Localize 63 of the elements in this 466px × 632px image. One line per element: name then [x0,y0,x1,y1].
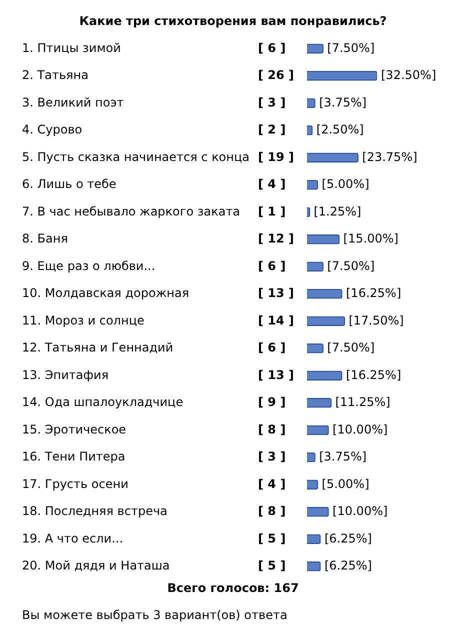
text: [ 1 ] [258,204,286,218]
y-tick-label: 15. Эротическое [22,422,126,436]
y-tick-label: 14. Ода шпалоукладчице [22,395,184,409]
y-tick-label: 4. Сурово [22,122,82,136]
text: [ 4 ] [258,476,286,491]
text: [ 8 ] [258,422,286,436]
data-label: [7.50%] [327,340,375,354]
text: [ 13 ] [258,286,294,300]
text: Всего голосов: 167 [167,581,299,596]
text: [ 3 ] [258,95,286,110]
chart-title: Какие три стихотворения вам понравились? [79,14,387,28]
data-label: [6.25%] [324,558,372,572]
text: [ 13 ] [258,368,294,382]
data-label: [2.50%] [316,122,364,136]
data-label: [23.75%] [362,150,418,164]
text: [ 8 ] [258,504,286,518]
text: [ 12 ] [258,232,294,246]
data-label: [10.00%] [332,504,388,518]
y-tick-label: 6. Лишь о тебе [22,177,116,191]
data-label: [5.00%] [322,177,370,191]
y-tick-label: 3. Великий поэт [22,95,124,110]
y-tick-label: 20. Мой дядя и Наташа [22,558,170,572]
y-tick-label: 19. А что если... [22,531,124,546]
text: [ 4 ] [258,177,286,191]
y-tick-label: 11. Мороз и солнце [22,313,144,328]
data-label: [32.50%] [381,68,436,82]
text: [ 5 ] [258,531,286,546]
text: [ 2 ] [258,122,286,136]
data-label: [6.25%] [324,531,372,546]
text: [ 9 ] [258,395,286,409]
data-label: [17.50%] [348,313,404,328]
text: [ 14 ] [258,313,294,328]
data-label: [16.25%] [346,368,402,382]
y-tick-label: 18. Последняя встреча [22,504,168,518]
text: [ 26 ] [258,68,294,82]
y-tick-label: 9. Еще раз о любви... [22,258,156,273]
text: [ 6 ] [258,40,286,55]
y-tick-label: 12. Татьяна и Геннадий [22,340,174,354]
y-tick-label: 5. Пусть сказка начинается с конца [22,150,250,164]
data-label: [15.00%] [343,232,398,246]
data-label: [3.75%] [319,95,367,110]
data-label: [10.00%] [332,422,388,436]
y-tick-label: 13. Эпитафия [22,368,109,382]
y-tick-label: 8. Баня [22,232,68,246]
text: [ 6 ] [258,340,286,354]
data-label: [5.00%] [322,476,370,491]
y-tick-label: 10. Молдавская дорожная [22,286,190,300]
y-tick-label: 17. Грусть осени [22,476,128,491]
y-tick-label: 16. Тени Питера [22,450,126,464]
data-label: [7.50%] [327,40,375,55]
y-tick-label: 2. Татьяна [22,68,88,82]
data-label: [11.25%] [335,395,390,409]
text: [ 6 ] [258,258,286,273]
data-label: [7.50%] [327,258,375,273]
data-label: [3.75%] [319,450,367,464]
text: [ 19 ] [258,150,294,164]
y-tick-label: 7. В час небывало жаркого заката [22,204,240,218]
data-label: [16.25%] [346,286,402,300]
text: Вы можете выбрать 3 вариант(ов) ответа [22,608,288,622]
text: [ 5 ] [258,558,286,572]
data-label: [1.25%] [314,204,362,218]
y-tick-label: 1. Птицы зимой [22,40,121,55]
text: [ 3 ] [258,450,286,464]
